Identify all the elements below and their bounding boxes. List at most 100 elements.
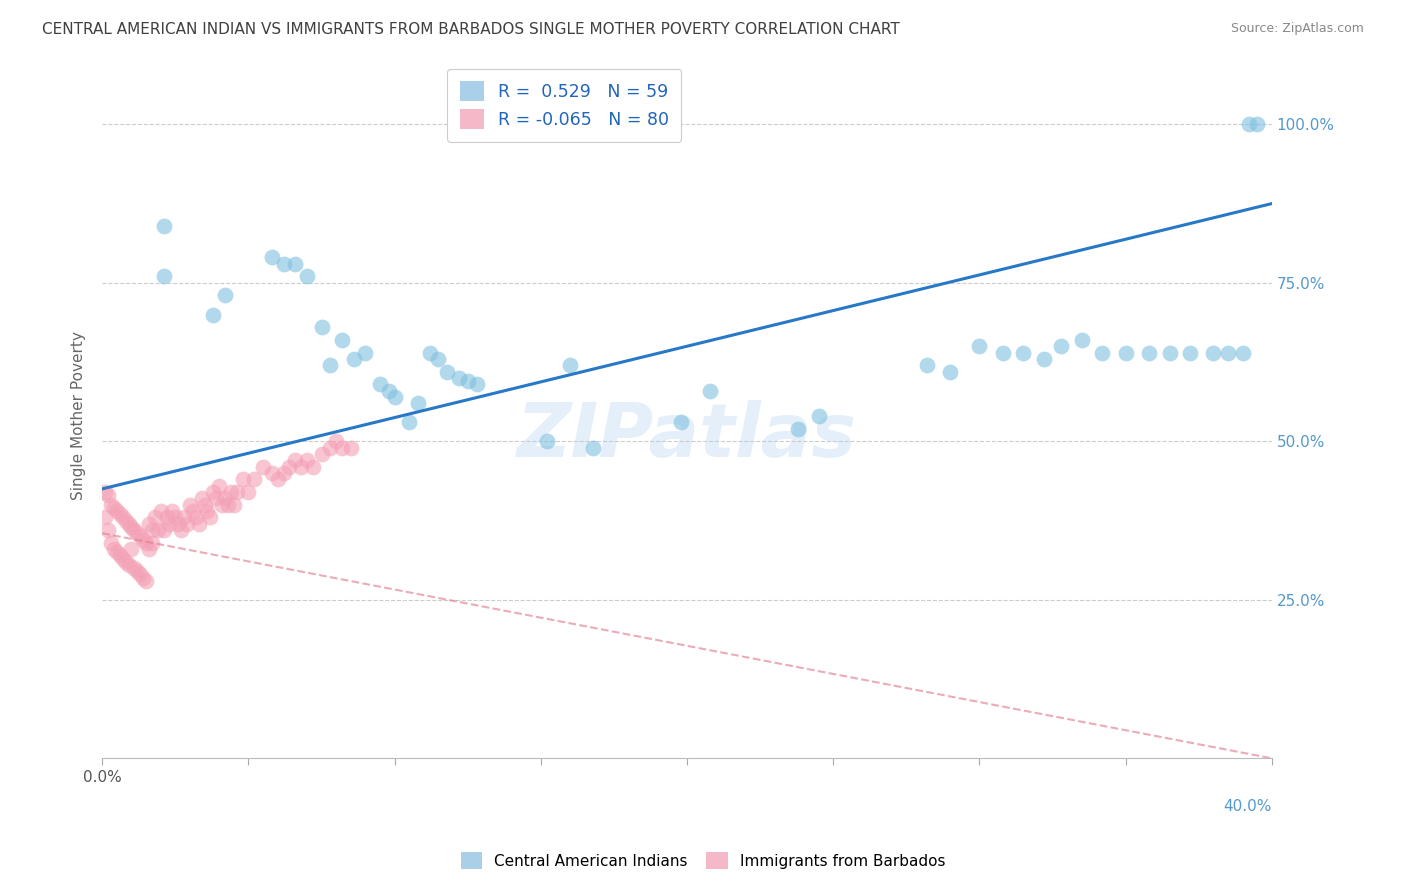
- Point: [208, 479, 231, 493]
- Point: [273, 466, 295, 480]
- Point: [135, 535, 157, 549]
- Point: [284, 453, 307, 467]
- Point: [97, 488, 120, 502]
- Y-axis label: Single Mother Poverty: Single Mother Poverty: [72, 332, 86, 500]
- Point: [238, 485, 260, 500]
- Point: [225, 485, 247, 500]
- Point: [290, 459, 312, 474]
- Point: [105, 545, 128, 559]
- Point: [120, 520, 142, 534]
- Point: [419, 345, 441, 359]
- Point: [222, 498, 245, 512]
- Point: [176, 516, 198, 531]
- Point: [117, 516, 139, 531]
- Point: [1237, 117, 1260, 131]
- Point: [991, 345, 1014, 359]
- Text: ZIPatlas: ZIPatlas: [517, 400, 858, 473]
- Point: [94, 510, 117, 524]
- Point: [124, 523, 146, 537]
- Point: [197, 504, 219, 518]
- Point: [582, 441, 605, 455]
- Point: [354, 345, 377, 359]
- Point: [162, 504, 184, 518]
- Point: [330, 441, 353, 455]
- Point: [1012, 345, 1035, 359]
- Point: [1159, 345, 1181, 359]
- Point: [187, 516, 209, 531]
- Point: [232, 472, 254, 486]
- Point: [146, 523, 169, 537]
- Point: [368, 377, 391, 392]
- Point: [214, 288, 236, 302]
- Point: [114, 514, 136, 528]
- Point: [202, 308, 225, 322]
- Point: [105, 504, 128, 518]
- Point: [165, 510, 187, 524]
- Point: [152, 219, 174, 233]
- Point: [939, 365, 962, 379]
- Point: [1115, 345, 1137, 359]
- Point: [301, 459, 323, 474]
- Point: [170, 523, 193, 537]
- Point: [1091, 345, 1114, 359]
- Point: [384, 390, 406, 404]
- Point: [179, 498, 201, 512]
- Point: [219, 485, 242, 500]
- Point: [243, 472, 266, 486]
- Point: [97, 523, 120, 537]
- Legend: Central American Indians, Immigrants from Barbados: Central American Indians, Immigrants fro…: [454, 846, 952, 875]
- Point: [129, 567, 152, 582]
- Point: [325, 434, 347, 449]
- Point: [152, 523, 174, 537]
- Point: [319, 358, 342, 372]
- Point: [100, 498, 122, 512]
- Point: [558, 358, 581, 372]
- Point: [167, 516, 190, 531]
- Point: [339, 441, 361, 455]
- Point: [311, 447, 333, 461]
- Point: [152, 269, 174, 284]
- Point: [108, 508, 131, 522]
- Point: [100, 535, 122, 549]
- Point: [132, 533, 155, 547]
- Point: [807, 409, 830, 423]
- Point: [114, 555, 136, 569]
- Point: [787, 422, 810, 436]
- Point: [1246, 117, 1268, 131]
- Point: [295, 269, 318, 284]
- Point: [260, 251, 283, 265]
- Point: [141, 535, 163, 549]
- Point: [260, 466, 283, 480]
- Point: [173, 510, 195, 524]
- Point: [915, 358, 938, 372]
- Point: [343, 351, 366, 366]
- Point: [94, 485, 117, 500]
- Point: [319, 441, 342, 455]
- Point: [699, 384, 721, 398]
- Point: [465, 377, 488, 392]
- Point: [155, 510, 177, 524]
- Point: [266, 472, 288, 486]
- Point: [378, 384, 401, 398]
- Point: [295, 453, 318, 467]
- Point: [671, 415, 693, 429]
- Point: [200, 510, 222, 524]
- Point: [284, 257, 307, 271]
- Point: [103, 500, 125, 515]
- Point: [311, 320, 333, 334]
- Point: [427, 351, 450, 366]
- Text: 40.0%: 40.0%: [1223, 799, 1272, 814]
- Point: [127, 526, 149, 541]
- Point: [1032, 351, 1054, 366]
- Point: [127, 564, 149, 578]
- Point: [273, 257, 295, 271]
- Point: [536, 434, 558, 449]
- Point: [103, 542, 125, 557]
- Point: [406, 396, 429, 410]
- Point: [1216, 345, 1239, 359]
- Point: [159, 516, 181, 531]
- Point: [108, 549, 131, 563]
- Legend: R =  0.529   N = 59, R = -0.065   N = 80: R = 0.529 N = 59, R = -0.065 N = 80: [447, 69, 681, 142]
- Point: [184, 510, 207, 524]
- Point: [111, 551, 134, 566]
